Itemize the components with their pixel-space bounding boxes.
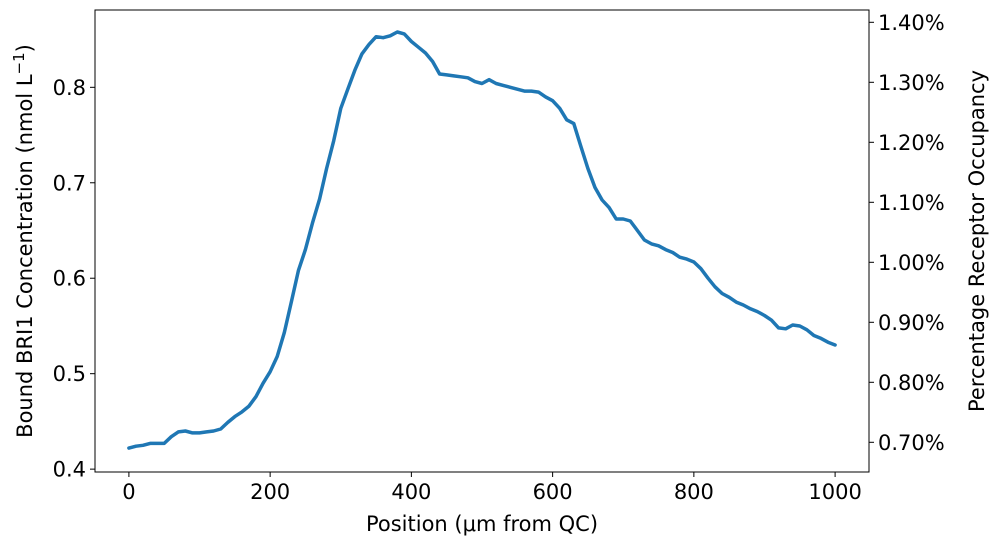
x-tick-label: 200	[250, 480, 290, 504]
x-tick-label: 400	[391, 480, 431, 504]
y-tick-label: 0.8	[53, 76, 86, 100]
plot-frame	[94, 9, 870, 473]
x-axis-label: Position (μm from QC)	[366, 512, 598, 536]
x-tick-label: 1000	[808, 480, 861, 504]
y-right-tick-label: 1.20%	[878, 131, 945, 155]
y-right-tick-label: 1.30%	[878, 71, 945, 95]
y-right-tick-label: 0.90%	[878, 311, 945, 335]
x-tick-label: 600	[533, 480, 573, 504]
series-layer	[127, 30, 837, 450]
y-axis-label: Bound BRI1 Concentration (nmol L−1)	[10, 44, 37, 438]
series-line	[127, 30, 837, 450]
y-right-tick-label: 0.80%	[878, 371, 945, 395]
y-axis-right-label: Percentage Receptor Occupancy	[965, 70, 989, 412]
y-tick-label: 0.7	[53, 171, 86, 195]
y-right-tick-label: 1.00%	[878, 251, 945, 275]
y-axis-right: 0.70% 0.80% 0.90% 1.00% 1.10% 1.20% 1.30% 1.40%	[869, 11, 945, 455]
y-right-tick-label: 1.10%	[878, 191, 945, 215]
y-tick-label: 0.6	[53, 267, 86, 291]
x-axis: 0 200 400 600 800 1000	[122, 472, 862, 504]
y-tick-label: 0.5	[53, 362, 86, 386]
y-axis-left: 0.4 0.5 0.6 0.7 0.8	[53, 76, 95, 482]
x-tick-label: 0	[122, 480, 135, 504]
x-tick-label: 800	[674, 480, 714, 504]
y-right-tick-label: 1.40%	[878, 11, 945, 35]
y-right-tick-label: 0.70%	[878, 431, 945, 455]
y-tick-label: 0.4	[53, 458, 86, 482]
